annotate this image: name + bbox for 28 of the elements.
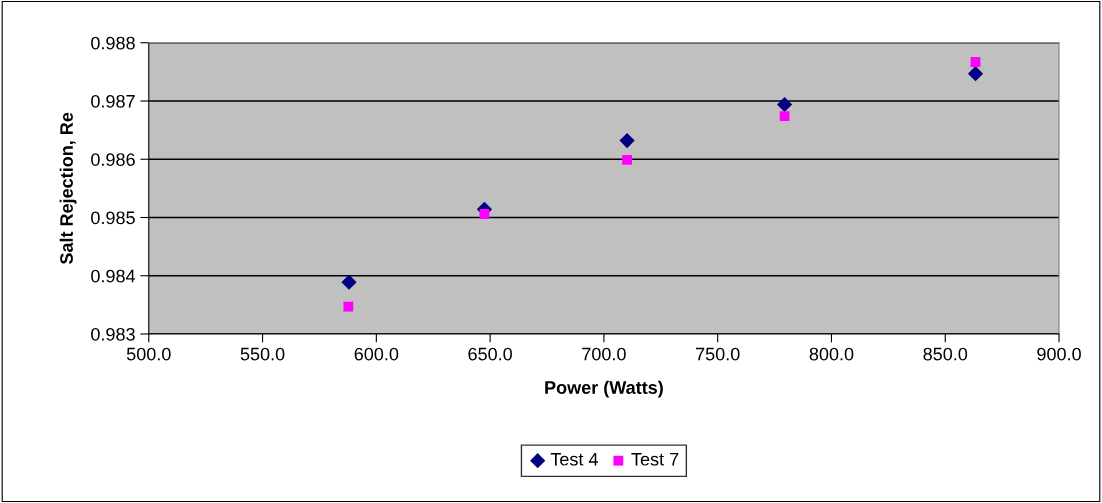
point [779, 111, 790, 122]
point [776, 96, 793, 113]
y-tick-label: 0.986 [91, 153, 135, 166]
x-tick-label: 550.0 [240, 347, 285, 361]
x-tick-label: 700.0 [582, 347, 626, 361]
point [341, 274, 357, 290]
x-axis-title: Power (Watts) [545, 380, 663, 398]
x-tick-label: 900.0 [1037, 347, 1081, 361]
x-tick-label: 850.0 [923, 347, 968, 361]
y-tick-label: 0.987 [91, 94, 135, 108]
x-tick-label: 600.0 [354, 347, 399, 361]
x-tick-label: 750.0 [696, 347, 740, 361]
point [970, 57, 981, 67]
point [622, 154, 633, 165]
legend-label: Test 7 [631, 453, 679, 466]
y-tick-label: 0.988 [91, 36, 135, 50]
y-tick-label: 0.983 [91, 327, 135, 341]
y-axis-title: Salt Rejection, Re [59, 112, 77, 265]
point [479, 209, 490, 219]
y-tick-label: 0.984 [91, 269, 136, 283]
point [343, 301, 354, 312]
legend-label: Test 4 [550, 453, 598, 466]
x-tick-label: 800.0 [809, 347, 854, 361]
point [967, 66, 984, 82]
y-tick-label: 0.985 [91, 211, 135, 225]
x-tick-label: 650.0 [468, 347, 512, 361]
point [619, 133, 635, 149]
x-tick-label: 500.0 [126, 347, 171, 361]
